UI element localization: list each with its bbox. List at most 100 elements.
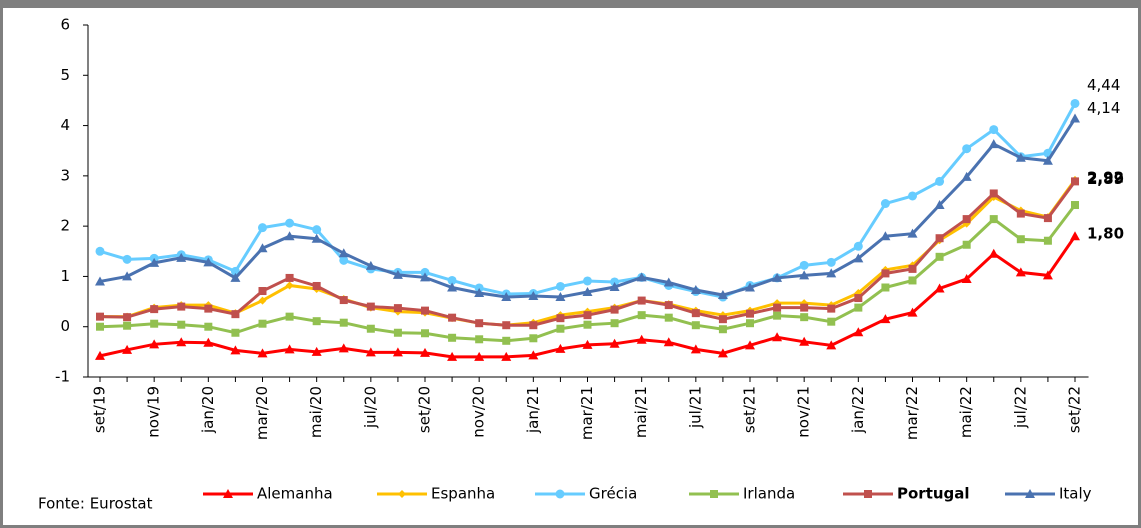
- point: [556, 324, 565, 333]
- y-tick-label: 4: [60, 116, 70, 134]
- point: [528, 291, 539, 301]
- point: [176, 252, 187, 262]
- point: [529, 334, 538, 343]
- point: [907, 228, 918, 238]
- point: [257, 243, 268, 253]
- x-tick-label: nov/20: [470, 386, 488, 438]
- x-tick-label: nov/21: [795, 386, 813, 438]
- point: [881, 269, 890, 278]
- point: [311, 233, 322, 243]
- point: [772, 272, 783, 282]
- point: [826, 257, 836, 267]
- point: [1071, 177, 1079, 186]
- point: [864, 490, 872, 498]
- point: [338, 343, 349, 353]
- point: [583, 276, 592, 286]
- point: [664, 301, 673, 310]
- series: 1,80: [95, 225, 1124, 361]
- point: [710, 490, 718, 498]
- point: [96, 312, 104, 321]
- point: [582, 339, 593, 349]
- point: [961, 171, 972, 181]
- point: [474, 288, 485, 298]
- point: [502, 336, 511, 345]
- point: [745, 340, 755, 350]
- point: [610, 305, 619, 314]
- point: [1016, 235, 1025, 244]
- chart: Fonte: Eurostat -1 0 1 2 3 4 5 6 set/19 nov/19 jan…: [38, 16, 1124, 513]
- point: [800, 303, 809, 312]
- point: [366, 324, 375, 333]
- point: [961, 273, 972, 283]
- point: [583, 320, 592, 329]
- x-tick-label: set/22: [1066, 386, 1084, 433]
- point: [122, 254, 132, 264]
- point: [393, 304, 402, 313]
- point: [555, 281, 565, 291]
- point: [800, 313, 809, 322]
- point: [853, 241, 863, 251]
- point: [854, 303, 863, 312]
- point: [989, 189, 998, 198]
- y-tick-label: 0: [60, 317, 70, 335]
- x-tick-label: mai/20: [307, 386, 325, 438]
- point: [122, 271, 133, 281]
- data-label: 1,80: [1087, 225, 1124, 243]
- point: [880, 199, 890, 209]
- x-tick-label: mar/22: [903, 386, 921, 440]
- point: [474, 283, 484, 293]
- point: [528, 350, 539, 360]
- point: [935, 252, 944, 261]
- point: [284, 231, 295, 241]
- point: [935, 234, 944, 243]
- point: [366, 302, 375, 311]
- point: [988, 248, 999, 258]
- point: [555, 292, 566, 302]
- point: [474, 351, 485, 361]
- x-tick-label: mar/20: [253, 386, 271, 440]
- y-tick-label: -1: [55, 368, 70, 386]
- line: [99, 117, 1077, 299]
- point: [610, 277, 620, 287]
- x-tick-label: jul/20: [361, 386, 379, 429]
- point: [745, 282, 755, 292]
- point: [475, 335, 484, 344]
- point: [177, 320, 186, 329]
- point: [880, 314, 891, 324]
- x-tick-label: mar/21: [578, 386, 596, 440]
- point: [746, 319, 754, 328]
- point: [988, 139, 999, 149]
- series: 2,89: [96, 170, 1124, 330]
- point: [123, 321, 132, 330]
- point: [475, 319, 484, 328]
- point: [637, 311, 646, 320]
- point: [908, 264, 917, 273]
- point: [258, 223, 267, 233]
- point: [150, 319, 159, 328]
- point: [392, 269, 403, 279]
- point: [610, 319, 619, 328]
- point: [501, 292, 512, 302]
- x-tick-label: set/19: [91, 386, 109, 433]
- point: [149, 339, 160, 349]
- x-tick-label: jan/21: [524, 386, 542, 434]
- point: [636, 334, 647, 344]
- point: [853, 327, 864, 337]
- series: [96, 201, 1079, 345]
- x-tick-label: set/21: [741, 386, 759, 433]
- point: [447, 351, 458, 361]
- point: [177, 302, 186, 311]
- point: [123, 313, 132, 322]
- legend-label: Alemanha: [257, 485, 333, 503]
- series: 4,44: [95, 76, 1120, 302]
- point: [150, 305, 159, 314]
- point: [339, 296, 348, 305]
- point: [339, 318, 348, 327]
- point: [934, 283, 945, 293]
- point: [799, 336, 810, 346]
- point: [962, 240, 971, 249]
- point: [718, 325, 727, 334]
- point: [231, 310, 240, 319]
- point: [176, 337, 187, 347]
- point: [1042, 270, 1053, 280]
